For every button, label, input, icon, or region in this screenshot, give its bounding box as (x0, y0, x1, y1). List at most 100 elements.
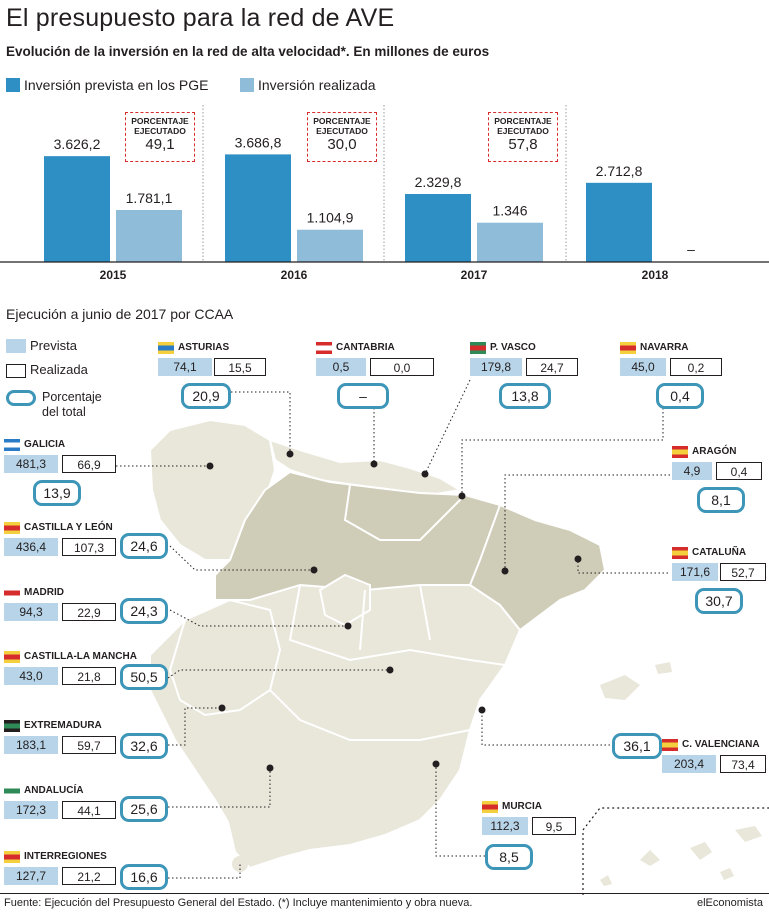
bar-prevista-2018 (586, 182, 652, 262)
region-porcentaje-asturias: 20,9 (181, 383, 231, 409)
region-name-madrid: MADRID (24, 587, 64, 598)
bar-value-label: 1.346 (492, 203, 527, 219)
footer-divider (0, 893, 769, 894)
map-ceuta (232, 856, 248, 872)
legend-swatch-porcentaje (6, 390, 36, 406)
region-porcentaje-navarra: 0,4 (656, 383, 704, 409)
flag-icon (158, 342, 174, 354)
region-name-cantabria: CANTABRIA (336, 342, 395, 353)
dot-extremadura (218, 704, 226, 712)
region-prevista-asturias: 74,1 (158, 358, 212, 376)
region-prevista-murcia: 112,3 (482, 817, 528, 835)
page-title: El presupuesto para la red de AVE (6, 4, 395, 32)
map-balearic (600, 662, 672, 700)
region-realizada-castillaleon: 107,3 (62, 538, 116, 556)
region-name-pvasco: P. VASCO (490, 342, 536, 353)
region-prevista-pvasco: 179,8 (470, 358, 522, 376)
dot-cvalenciana (478, 706, 486, 714)
footer-source: Fuente: Ejecución del Presupuesto Genera… (4, 897, 473, 909)
porcentaje-ejecutado-box-2017: PORCENTAJE EJECUTADO 57,8 (488, 112, 558, 162)
region-realizada-extremadura: 59,7 (62, 736, 116, 754)
region-prevista-galicia: 481,3 (4, 455, 58, 473)
map-north-coast (268, 438, 463, 497)
region-realizada-andalucia: 44,1 (62, 801, 116, 819)
legend-swatch-prevista (6, 78, 20, 92)
leader-aragon (504, 474, 690, 571)
bar-value-label: – (687, 241, 695, 257)
region-name-extremadura: EXTREMADURA (24, 720, 102, 731)
flag-icon (4, 785, 20, 797)
map-madrid (318, 573, 371, 627)
footer-brand: elEconomista (696, 897, 763, 909)
bar-value-label: 2.712,8 (596, 163, 643, 179)
legend-swatch-map-realizada (6, 364, 26, 378)
region-porcentaje-clamancha: 50,5 (120, 664, 168, 690)
bar-realizada-2015 (116, 210, 182, 262)
map-borders (215, 484, 506, 741)
region-prevista-madrid: 94,3 (4, 603, 58, 621)
region-realizada-cataluna: 52,7 (720, 563, 766, 581)
map-extremadura (168, 598, 282, 717)
region-name-asturias: ASTURIAS (178, 342, 230, 353)
region-name-aragon: ARAGÓN (692, 446, 737, 457)
legend-label-map-prevista: Prevista (30, 338, 77, 353)
legend-swatch-realizada (240, 78, 254, 92)
region-prevista-cataluna: 171,6 (672, 563, 718, 581)
region-porcentaje-cvalenciana: 36,1 (612, 733, 662, 759)
region-porcentaje-castillaleon: 24,6 (120, 533, 168, 559)
legend-label-map-realizada: Realizada (30, 362, 88, 377)
x-tick-label: 2015 (100, 268, 127, 282)
region-realizada-clamancha: 21,8 (62, 667, 116, 685)
leader-navarra (461, 396, 664, 496)
porcentaje-ejecutado-label: PORCENTAJE EJECUTADO (313, 116, 371, 136)
flag-icon (4, 720, 20, 732)
region-porcentaje-murcia: 8,5 (485, 844, 533, 870)
region-name-galicia: GALICIA (24, 439, 66, 450)
region-porcentaje-interregiones: 16,6 (120, 864, 168, 890)
dot-asturias (286, 450, 294, 458)
region-prevista-cvalenciana: 203,4 (662, 755, 716, 773)
region-realizada-murcia: 9,5 (532, 817, 576, 835)
flag-icon (4, 651, 20, 663)
bar-value-label: 3.686,8 (235, 134, 282, 150)
flag-icon (672, 446, 688, 458)
region-name-clamancha: CASTILLA-LA MANCHA (24, 651, 137, 662)
region-realizada-asturias: 15,5 (214, 358, 266, 376)
flag-icon (482, 801, 498, 813)
region-realizada-navarra: 0,2 (670, 358, 722, 376)
bar-value-label: 1.104,9 (307, 210, 354, 226)
leader-extremadura (168, 707, 222, 746)
region-realizada-cantabria: 0,0 (370, 358, 434, 376)
bar-value-label: 1.781,1 (126, 190, 173, 206)
map-section-title: Ejecución a junio de 2017 por CCAA (6, 306, 234, 322)
legend-label-prevista: Inversión prevista en los PGE (24, 77, 209, 93)
region-porcentaje-extremadura: 32,6 (120, 733, 168, 759)
bar-realizada-2016 (297, 229, 363, 262)
bar-realizada-2017 (477, 222, 543, 262)
region-realizada-cvalenciana: 73,4 (720, 755, 766, 773)
legend-label-realizada: Inversión realizada (258, 77, 376, 93)
legend-label-porcentaje: Porcentaje del total (42, 390, 102, 419)
region-prevista-navarra: 45,0 (620, 358, 666, 376)
region-realizada-galicia: 66,9 (62, 455, 116, 473)
region-realizada-madrid: 22,9 (62, 603, 116, 621)
porcentaje-ejecutado-box-2016: PORCENTAJE EJECUTADO 30,0 (307, 112, 377, 162)
flag-icon (470, 342, 486, 354)
flag-icon (4, 439, 20, 451)
leader-interregiones (168, 864, 241, 879)
region-name-andalucia: ANDALUCÍA (24, 785, 84, 796)
x-tick-label: 2018 (642, 268, 669, 282)
region-prevista-andalucia: 172,3 (4, 801, 58, 819)
spain-map (148, 418, 769, 895)
leader-pvasco (424, 379, 471, 475)
leader-cvalenciana (481, 710, 610, 746)
leader-asturias (211, 391, 291, 454)
dot-clamancha (386, 666, 394, 674)
dot-andalucia (266, 764, 274, 772)
leader-cataluna (577, 559, 668, 574)
dot-murcia (432, 760, 440, 768)
porcentaje-ejecutado-box-2015: PORCENTAJE EJECUTADO 49,1 (125, 112, 195, 162)
region-prevista-aragon: 4,9 (672, 462, 712, 480)
leader-andalucia (168, 768, 271, 808)
dot-aragon (501, 567, 509, 575)
